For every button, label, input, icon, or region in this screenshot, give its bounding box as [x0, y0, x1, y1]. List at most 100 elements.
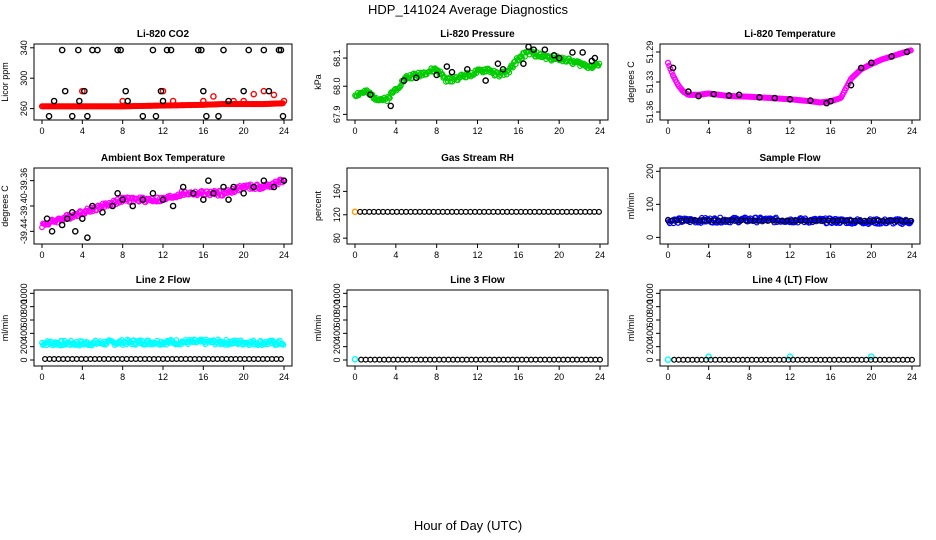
x-tick-label: 8 [120, 126, 125, 136]
data-point [267, 337, 274, 344]
data-point [84, 112, 91, 120]
x-tick-label: 8 [120, 250, 125, 260]
y-tick-label: 800 [19, 299, 29, 314]
series-green [352, 48, 603, 105]
data-point [225, 97, 232, 105]
x-tick-label: 4 [706, 126, 711, 136]
panel-title: Gas Stream RH [441, 153, 514, 164]
y-tick-label: 100 [645, 197, 655, 212]
data-point [494, 60, 502, 68]
data-point [58, 46, 66, 54]
panel-2: Li-820 Pressure kPa 0 4 8 12 16 20 24 67.9 68.0 68.… [313, 29, 609, 136]
data-point [124, 97, 132, 105]
series-black [42, 356, 284, 363]
x-tick-label: 20 [866, 126, 876, 136]
data-point [250, 183, 258, 191]
panel-title: Ambient Box Temperature [101, 153, 226, 164]
x-tick-label: 20 [554, 126, 564, 136]
data-point [270, 91, 278, 99]
panel-title: Line 4 (LT) Flow [752, 275, 828, 286]
series-black [358, 356, 603, 363]
panel-5: Gas Stream RH percent 0 4 8 12 16 20 24 80 120 160 [313, 153, 609, 260]
data-point [169, 97, 177, 105]
data-point [857, 64, 865, 72]
data-point [596, 356, 603, 363]
panel-title: Li-820 CO2 [137, 29, 190, 40]
y-tick-label: 68.1 [332, 49, 342, 67]
series-black [43, 177, 288, 241]
x-tick-label: 24 [907, 372, 917, 382]
data-point [68, 209, 76, 216]
plot-frame [33, 289, 293, 367]
panel-4: Ambient Box Temperature degrees C 0 4 8 12 16 2… [0, 153, 293, 260]
data-point [510, 64, 516, 71]
data-point [441, 73, 448, 80]
data-point [122, 87, 129, 95]
data-point [220, 46, 227, 54]
data-point [63, 215, 71, 222]
x-tick-label: 12 [785, 372, 795, 382]
y-tick-label: 800 [645, 299, 655, 314]
x-tick-label: 16 [826, 372, 836, 382]
y-tick-label: 600 [645, 312, 655, 327]
data-point [433, 71, 440, 79]
y-tick-label: 0 [645, 357, 655, 362]
data-point [530, 46, 537, 53]
x-tick-label: 24 [279, 250, 289, 260]
x-tick-label: 16 [198, 250, 208, 260]
data-point [664, 356, 672, 363]
panel-9: Line 4 (LT) Flow ml/min 0 4 8 12 16 20 24 0 200400… [626, 275, 921, 382]
series-cyan [39, 336, 287, 349]
data-point [61, 87, 69, 95]
y-tick-label: 400 [19, 326, 29, 341]
data-point [99, 209, 106, 216]
y-tick-label: 51.29 [645, 41, 655, 64]
x-tick-label: 20 [866, 250, 876, 260]
x-tick-label: 12 [472, 372, 482, 382]
y-tick-label: 200 [332, 339, 342, 354]
x-tick-label: 16 [198, 372, 208, 382]
data-point [579, 49, 586, 56]
data-point [43, 215, 51, 222]
data-point [114, 46, 121, 54]
y-tick-label: -39.40 [19, 193, 29, 219]
series-magenta [664, 47, 914, 106]
data-point [45, 112, 53, 120]
plot-frame [346, 167, 609, 245]
data-point [119, 196, 126, 203]
figure-x-axis-label: Hour of Day (UTC) [413, 518, 523, 533]
data-point [79, 215, 86, 222]
data-point [152, 112, 160, 120]
x-tick-label: 8 [747, 126, 752, 136]
data-point [260, 177, 268, 184]
data-point [240, 97, 247, 105]
x-tick-label: 12 [472, 250, 482, 260]
panel-3: Li-820 Temperature degrees C 0 4 8 12 16 20 24 51… [626, 29, 921, 136]
y-tick-label: 400 [332, 326, 342, 341]
x-tick-label: 16 [826, 250, 836, 260]
data-point [351, 208, 359, 216]
panel-title: Line 2 Flow [136, 275, 191, 286]
data-point [84, 234, 91, 241]
data-point [50, 97, 58, 105]
data-point [463, 66, 471, 73]
y-tick-label: 0 [19, 357, 29, 362]
data-point [215, 112, 222, 120]
x-tick-label: 8 [434, 126, 439, 136]
data-point [245, 46, 253, 54]
data-point [114, 190, 121, 197]
x-tick-label: 4 [706, 250, 711, 260]
x-tick-label: 20 [554, 250, 564, 260]
y-tick-label: 67.9 [332, 106, 342, 124]
y-tick-label: 51.36 [645, 101, 655, 124]
data-point [200, 87, 207, 95]
x-tick-label: 0 [665, 250, 670, 260]
data-point [189, 190, 197, 197]
data-point [903, 48, 911, 56]
data-point [412, 74, 420, 82]
x-tick-label: 8 [434, 250, 439, 260]
data-point [81, 87, 88, 95]
plot-frame [346, 289, 609, 367]
data-point [807, 97, 814, 104]
